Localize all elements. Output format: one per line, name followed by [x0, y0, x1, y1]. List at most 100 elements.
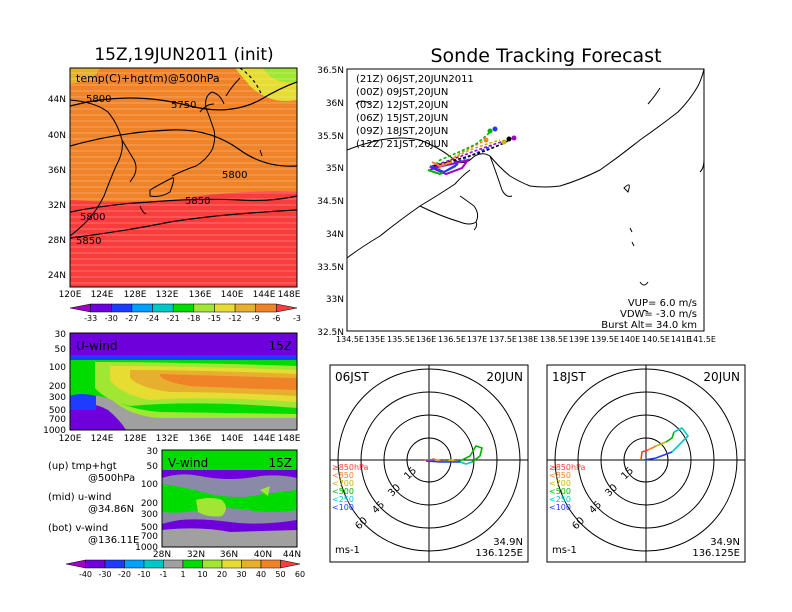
level-entry: ≥850hPa	[549, 463, 586, 472]
hodo-time: 06JST	[335, 370, 369, 384]
lon-label: 128E	[124, 290, 147, 300]
wind-colorbar-swatch	[143, 559, 164, 569]
track-12z	[437, 139, 487, 171]
wind-colorbar: -40 -30 -20 -10 -1 1 10 20 30 40 50 60	[65, 559, 305, 579]
sonde-params: VUP= 6.0 m/s VDW= -3.0 m/s Burst Alt= 34…	[601, 298, 697, 331]
uwind-field	[70, 333, 297, 430]
panel-notes: (up) tmp+hgt @500hPa (mid) u-wind @34.86…	[48, 461, 139, 546]
vwind-label: V-wind	[168, 456, 208, 470]
temp-colorbar-swatch	[152, 303, 174, 313]
lat-label: 35.5N	[317, 132, 344, 142]
temp-colorbar-label: -9	[252, 314, 260, 323]
pressure-label: 50	[147, 462, 159, 472]
lon-label: 136E	[189, 434, 212, 444]
lat-label: 34.5N	[317, 197, 344, 207]
pressure-label: 500	[141, 523, 158, 533]
temp-colorbar-swatch	[90, 303, 112, 313]
track-map: 36.5N 36N 35.5N 35N 34.5N 34N 33.5N 33N …	[317, 66, 716, 344]
lat-label: 44N	[283, 550, 301, 560]
burst-points	[483, 126, 517, 145]
lat-label: 33N	[326, 295, 344, 305]
temp-panel-label: temp(C)+hgt(m)@500hPa	[76, 72, 220, 85]
pressure-label: 50	[55, 345, 67, 355]
wind-colorbar-swatch	[124, 559, 145, 569]
pressure-label: 200	[49, 382, 66, 392]
lon-label: 140E	[221, 290, 244, 300]
wind-colorbar-label: 50	[275, 570, 285, 579]
lat-label: 36.5N	[317, 66, 344, 76]
pressure-label: 700	[141, 532, 158, 542]
note-line: (bot) v-wind	[48, 523, 108, 534]
left-title: 15Z,19JUN2011 (init)	[94, 45, 273, 65]
temp-colorbar-swatch	[234, 303, 256, 313]
wind-colorbar-label: -1	[160, 570, 168, 579]
wind-colorbar-label: 1	[180, 570, 185, 579]
unit-label: ms-1	[552, 545, 577, 556]
hodograph-trace	[640, 426, 690, 461]
lon-label: 140E	[620, 335, 640, 344]
note-line: @136.11E	[88, 535, 139, 546]
temp-panel: 5800 5750 5800 5850 5800 5850 temp(C)+hg…	[48, 67, 301, 323]
lon-label: 137.5E	[489, 335, 517, 344]
note-line: (mid) u-wind	[48, 492, 111, 503]
burst-point-21z	[506, 136, 512, 142]
lat-label: 36N	[326, 99, 344, 109]
pressure-label: 500	[49, 406, 66, 416]
level-entry: <500	[549, 487, 571, 496]
level-entry: <700	[332, 479, 354, 488]
level-legend: ≥850hPa <850 <700 <500 <250 <100	[332, 463, 369, 512]
uwind-pressure-labels: 30 50 100 200 300 500 700 1000	[43, 330, 66, 436]
level-entry: <250	[332, 495, 354, 504]
map-lon-labels: 134.5E 135E 135.5E 136E 136.5E 137E 137.…	[336, 335, 716, 344]
temp-colorbar-label: -30	[105, 314, 118, 323]
station-lat: 34.9N	[493, 537, 523, 548]
temp-colorbar-label: -15	[208, 314, 221, 323]
right-title: Sonde Tracking Forecast	[430, 45, 661, 67]
burst-point-12z	[483, 137, 489, 143]
lat-label: 28N	[153, 550, 171, 560]
temp-colorbar-swatch	[131, 303, 153, 313]
wind-colorbar-label: -10	[137, 570, 150, 579]
level-entry: ≥850hPa	[332, 463, 369, 472]
trajectories	[427, 131, 515, 176]
uwind-label: U-wind	[76, 339, 117, 353]
temp-lat-labels: 44N 40N 36N 32N 28N 24N	[48, 95, 66, 281]
note-line: @34.86N	[88, 504, 134, 515]
lon-label: 132E	[156, 434, 179, 444]
temp-colorbar-label: -24	[146, 314, 159, 323]
vwind-time: 15Z	[269, 456, 293, 470]
temp-colorbar-label: -33	[84, 314, 97, 323]
wind-colorbar-swatch	[65, 559, 86, 569]
uwind-time: 15Z	[269, 339, 293, 353]
burst-point-03z	[492, 126, 498, 132]
station-lon: 136.125E	[692, 548, 740, 559]
lon-label: 137E	[467, 335, 487, 344]
station-lat: 34.9N	[710, 537, 740, 548]
lat-label: 33.5N	[317, 263, 344, 273]
temp-colorbar-label: -6	[272, 314, 280, 323]
param-line: Burst Alt= 34.0 km	[601, 320, 697, 331]
coastline	[70, 77, 263, 237]
contour-label: 5850	[185, 196, 210, 207]
temp-colorbar-swatch	[193, 303, 215, 313]
lon-label: 132E	[156, 290, 179, 300]
lon-label: 139E	[569, 335, 589, 344]
lon-label: 120E	[59, 290, 82, 300]
wind-colorbar-swatch	[202, 559, 223, 569]
vwind-panel: V-wind 15Z 30 50 100 200 300 500 700 100…	[135, 447, 301, 560]
level-entry: <500	[332, 487, 354, 496]
lon-label: 141.5E	[688, 335, 716, 344]
level-entry: <700	[549, 479, 571, 488]
unit-label: ms-1	[335, 545, 360, 556]
temp-field: 5800 5750 5800 5850 5800 5850	[70, 68, 297, 287]
level-entry: <100	[332, 503, 354, 512]
lon-label: 124E	[91, 290, 114, 300]
lat-label: 44N	[48, 95, 66, 105]
vwind-field	[162, 450, 297, 547]
lat-label: 32N	[187, 550, 205, 560]
lon-label: 138E	[518, 335, 538, 344]
lon-label: 136E	[416, 335, 436, 344]
pressure-label: 300	[49, 393, 66, 403]
wind-colorbar-label: -40	[79, 570, 92, 579]
